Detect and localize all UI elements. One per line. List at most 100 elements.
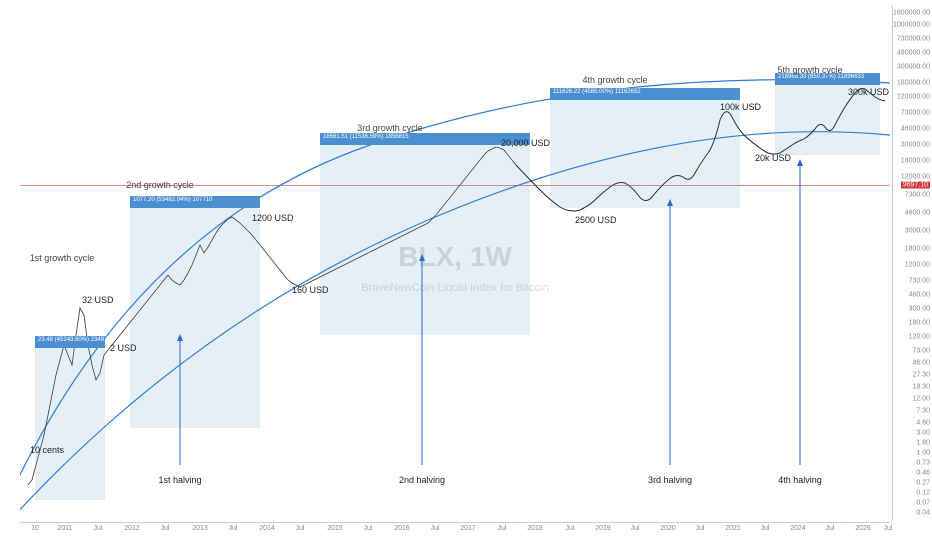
growth-cycle-stats: 23.48 (45243.60%) 2349 (35, 336, 105, 344)
growth-cycle-box (320, 145, 530, 335)
y-tick: 0.07 (916, 500, 930, 507)
x-tick: Jul (761, 525, 770, 532)
y-tick: 73.00 (912, 348, 930, 355)
y-tick: 0.73 (916, 460, 930, 467)
y-tick: 480000.00 (897, 50, 930, 57)
x-tick: Jul (498, 525, 507, 532)
y-tick: 120.00 (909, 334, 930, 341)
x-tick: Jul (296, 525, 305, 532)
y-tick: 7300.00 (905, 192, 930, 199)
chart-container: BLX, 1W BraveNewCoin Liquid Index for Bi… (0, 0, 932, 550)
x-tick: Jul (364, 525, 373, 532)
x-tick: 2013 (192, 525, 208, 532)
y-tick: 1800.00 (905, 246, 930, 253)
y-tick: 1600000.00 (893, 10, 930, 17)
price-annotation: 32 USD (82, 295, 114, 305)
x-tick: 2020 (660, 525, 676, 532)
price-annotation: 1200 USD (252, 213, 294, 223)
y-tick: 12000.00 (901, 174, 930, 181)
growth-cycle-box (35, 348, 105, 500)
y-axis: 1600000.00 1000000.00 730000.00 480000.00 30… (892, 5, 932, 520)
x-tick: 2012 (124, 525, 140, 532)
y-tick: 300.00 (909, 306, 930, 313)
price-annotation: 2 USD (110, 343, 137, 353)
y-tick: 1.00 (916, 450, 930, 457)
y-tick: 18.30 (912, 384, 930, 391)
y-tick: 73000.00 (901, 110, 930, 117)
growth-cycle-box (550, 100, 740, 208)
price-annotation: 100k USD (720, 102, 761, 112)
x-tick: 2014 (259, 525, 275, 532)
x-tick: 2024 (790, 525, 806, 532)
growth-cycle-top: 18561.51 (11536.59%) 1856815 (320, 133, 530, 145)
price-annotation: 160 USD (292, 285, 329, 295)
y-tick: 3000.00 (905, 228, 930, 235)
x-tick: 2021 (725, 525, 741, 532)
price-annotation: 300k USD (848, 87, 889, 97)
y-tick: 46.00 (912, 360, 930, 367)
plot-area[interactable]: BLX, 1W BraveNewCoin Liquid Index for Bi… (20, 5, 890, 520)
price-annotation: 10 cents (30, 445, 64, 455)
growth-cycle-box (130, 208, 260, 428)
growth-cycle-stats: 18561.51 (11536.59%) 1856815 (320, 133, 530, 141)
y-tick: 18000.00 (901, 158, 930, 165)
x-tick: 2017 (460, 525, 476, 532)
growth-cycle-stats: 111626.22 (4585.00%) 11162652 (550, 88, 740, 96)
growth-cycle-top: 23.48 (45243.60%) 2349 (35, 336, 105, 348)
x-tick: 2011 (57, 525, 72, 532)
y-tick: 180.00 (909, 320, 930, 327)
y-tick: 7.30 (916, 408, 930, 415)
growth-cycle-label: 4th growth cycle (582, 75, 647, 85)
y-tick: 0.27 (916, 480, 930, 487)
y-tick: 4600.00 (905, 210, 930, 217)
y-tick: 0.46 (916, 470, 930, 477)
price-annotation: 20k USD (755, 153, 791, 163)
y-tick: 300000.00 (897, 64, 930, 71)
halving-label: 1st halving (158, 475, 201, 485)
y-tick: 27.30 (912, 372, 930, 379)
x-tick: 2016 (394, 525, 410, 532)
growth-cycle-label: 1st growth cycle (30, 253, 95, 263)
halving-label: 4th halving (778, 475, 822, 485)
x-tick: Jul (431, 525, 440, 532)
y-tick: 0.12 (916, 490, 930, 497)
x-tick: 2018 (527, 525, 543, 532)
y-tick: 0.04 (916, 510, 930, 517)
halving-label: 2nd halving (399, 475, 445, 485)
x-tick: Jul (696, 525, 705, 532)
y-tick: 12.00 (912, 396, 930, 403)
halving-label: 3rd halving (648, 475, 692, 485)
x-tick: 2015 (327, 525, 343, 532)
y-tick: 4.60 (916, 420, 930, 427)
x-tick: Jul (566, 525, 575, 532)
y-tick: 180000.00 (897, 80, 930, 87)
growth-cycle-stats: 1077.20 (53482.04%) 107710 (130, 196, 260, 204)
x-tick: Jul (229, 525, 238, 532)
growth-cycle-label: 2nd growth cycle (126, 180, 194, 190)
y-tick: 1200.00 (905, 262, 930, 269)
growth-cycle-top: 111626.22 (4585.00%) 11162652 (550, 88, 740, 100)
y-tick: 3.00 (916, 430, 930, 437)
x-tick: 2019 (595, 525, 611, 532)
y-tick: 460.00 (909, 292, 930, 299)
y-tick: 1.80 (916, 440, 930, 447)
x-tick: Jul (826, 525, 835, 532)
growth-cycle-top: 1077.20 (53482.04%) 107710 (130, 196, 260, 208)
growth-cycle-label: 3rd growth cycle (357, 123, 423, 133)
x-tick: 2026 (855, 525, 871, 532)
growth-cycle-label: 5th growth cycle (777, 65, 842, 75)
x-tick: Jul (94, 525, 103, 532)
price-annotation: 2500 USD (575, 215, 617, 225)
x-tick: Jul (161, 525, 170, 532)
x-tick: 10 (31, 525, 39, 532)
y-tick: 120000.00 (897, 94, 930, 101)
price-annotation: 20,000 USD (501, 138, 550, 148)
x-tick: Jul (631, 525, 640, 532)
x-axis: 10 2011 Jul 2012 Jul 2013 Jul 2014 Jul 2015 Jul 201… (20, 522, 890, 550)
y-tick: 730.00 (909, 278, 930, 285)
x-tick: Jul (884, 525, 893, 532)
y-tick: 1000000.00 (893, 22, 930, 29)
y-tick: 30000.00 (901, 142, 930, 149)
y-current-price: 9697.10 (901, 182, 930, 189)
y-tick: 730000.00 (897, 36, 930, 43)
